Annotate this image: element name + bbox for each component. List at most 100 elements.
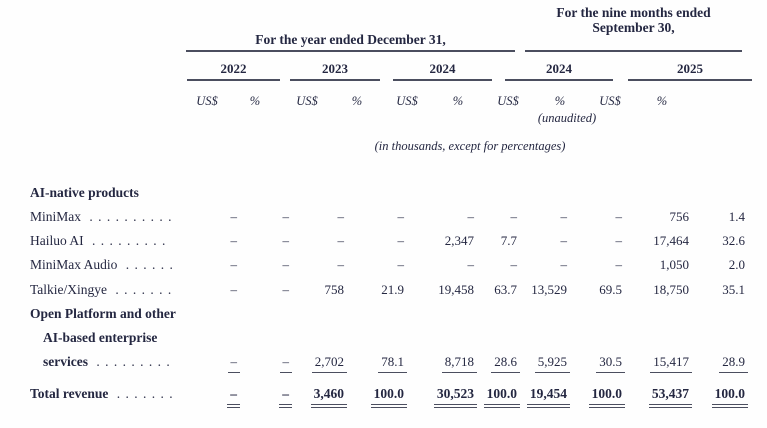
- row-label: AI-based enterprise: [43, 330, 158, 345]
- table-cell: 35.1: [722, 282, 745, 297]
- row-label: Talkie/Xingye . . . . . . .: [30, 282, 173, 297]
- table-row: Talkie/Xingye . . . . . . . – – 758 21.9 19,4…: [0, 282, 767, 299]
- row-label: Hailuo AI . . . . . . . . .: [30, 233, 167, 248]
- table-cell: 15,417: [608, 354, 692, 373]
- table-cell: 13,529: [531, 282, 567, 297]
- table-cell: 8,718: [393, 354, 477, 373]
- table-cell: –: [467, 257, 475, 272]
- year-ended-group-rule: [186, 50, 515, 52]
- table-row: Total revenue . . . . . . . – –3,460 100.0 3…: [0, 386, 767, 408]
- table-cell: –: [282, 233, 290, 248]
- year-label: 2024: [429, 61, 456, 76]
- year-label: 2023: [322, 61, 348, 76]
- percent-unit-label: %: [554, 94, 566, 108]
- table-cell: –: [615, 233, 623, 248]
- nine-months-header-line2: September 30,: [592, 20, 675, 35]
- table-cell: 21.9: [381, 282, 404, 297]
- table-cell: –: [510, 209, 518, 224]
- year-ended-group-header: For the year ended December 31,: [255, 32, 446, 47]
- percent-unit-label: %: [249, 94, 261, 108]
- year-rule: [393, 79, 492, 81]
- table-cell: –: [230, 282, 238, 297]
- table-cell: –: [230, 209, 238, 224]
- table-cell: –: [156, 386, 240, 408]
- table-cell: –: [510, 257, 518, 272]
- table-cell: 30.5: [541, 354, 625, 373]
- table-cell: –: [560, 233, 568, 248]
- row-label: AI-native products: [30, 185, 139, 200]
- table-cell: 63.7: [494, 282, 517, 297]
- table-cell: 2,347: [444, 233, 474, 248]
- table-row: services . . . . . . . . . – –2,702 78.1 8,7…: [0, 354, 767, 373]
- table-cell: 19,454: [486, 386, 570, 408]
- currency-unit-label: US$: [599, 94, 621, 108]
- percent-unit-label: %: [452, 94, 464, 108]
- table-row: MiniMax Audio . . . . . . – – – – – – – – 1,050 2.…: [0, 257, 767, 274]
- table-cell: 5,925: [486, 354, 570, 373]
- table-row: Hailuo AI . . . . . . . . . – – – – 2,347 7.7 –…: [0, 233, 767, 250]
- row-label: services . . . . . . . . .: [43, 354, 171, 369]
- table-row: Open Platform and other: [0, 306, 767, 323]
- table-cell: 758: [324, 282, 345, 297]
- table-cell: 28.6: [436, 354, 520, 373]
- currency-unit-label: US$: [497, 94, 519, 108]
- year-label: 2024: [546, 61, 572, 76]
- currency-unit-label: US$: [296, 94, 318, 108]
- row-label: Total revenue . . . . . . .: [30, 386, 174, 401]
- nine-months-group-rule: [525, 50, 742, 52]
- table-cell: –: [615, 209, 623, 224]
- table-cell: –: [337, 257, 345, 272]
- table-row: MiniMax . . . . . . . . . . – – – – – – – – 756 1.…: [0, 209, 767, 226]
- table-row: AI-native products: [0, 185, 767, 202]
- table-cell: 1.4: [728, 209, 745, 224]
- nine-months-header-line1: For the nine months ended: [556, 5, 711, 20]
- table-cell: 100.0: [436, 386, 520, 408]
- row-label: MiniMax . . . . . . . . . .: [30, 209, 173, 224]
- dot-leader: . . . . . . .: [111, 282, 173, 297]
- nine-months-group-header: For the nine months ended September 30,: [525, 5, 742, 35]
- table-cell: –: [397, 233, 405, 248]
- table-cell: 32.6: [722, 233, 745, 248]
- dot-leader: . . . . . . . . .: [91, 354, 171, 369]
- dot-leader: . . . . . . . . .: [87, 233, 167, 248]
- table-cell: 17,464: [653, 233, 689, 248]
- table-cell: 78.1: [323, 354, 407, 373]
- table-cell: –: [467, 209, 475, 224]
- table-cell: 2.0: [728, 257, 745, 272]
- table-cell: 69.5: [599, 282, 622, 297]
- table-cell: –: [337, 209, 345, 224]
- table-cell: –: [208, 354, 292, 373]
- row-label: MiniMax Audio . . . . . .: [30, 257, 174, 272]
- table-row: AI-based enterprise: [0, 330, 767, 347]
- table-cell: –: [282, 209, 290, 224]
- table-cell: –: [560, 257, 568, 272]
- table-cell: –: [560, 209, 568, 224]
- percent-unit-label: %: [656, 94, 668, 108]
- table-cell: 18,750: [653, 282, 689, 297]
- scale-note: (in thousands, except for percentages): [374, 139, 566, 153]
- year-rule: [505, 79, 613, 81]
- table-cell: –: [282, 257, 290, 272]
- table-cell: –: [337, 233, 345, 248]
- table-cell: 53,437: [608, 386, 692, 408]
- table-cell: –: [397, 209, 405, 224]
- table-cell: 100.0: [664, 386, 748, 408]
- table-cell: –: [230, 257, 238, 272]
- table-cell: –: [230, 233, 238, 248]
- year-label: 2022: [220, 61, 247, 76]
- table-cell: –: [282, 282, 290, 297]
- table-cell: 756: [669, 209, 690, 224]
- year-label: 2025: [677, 61, 703, 76]
- currency-unit-label: US$: [196, 94, 218, 108]
- table-cell: 28.9: [664, 354, 748, 373]
- table-cell: 100.0: [323, 386, 407, 408]
- dot-leader: . . . . . . . . . .: [85, 209, 173, 224]
- year-rule: [628, 79, 752, 81]
- table-cell: –: [156, 354, 240, 373]
- table-cell: 19,458: [438, 282, 474, 297]
- table-cell: 7.7: [500, 233, 517, 248]
- unaudited-note: (unaudited): [537, 111, 597, 125]
- currency-unit-label: US$: [396, 94, 418, 108]
- table-cell: –: [397, 257, 405, 272]
